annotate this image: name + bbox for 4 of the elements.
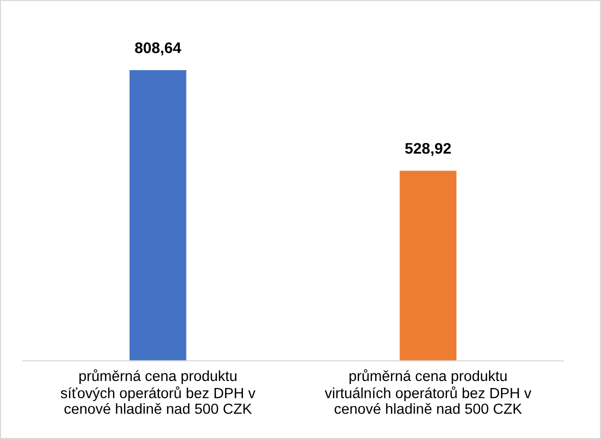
data-label: 528,92 bbox=[405, 142, 451, 156]
x-tick-label: průměrná cena produktu síťových operátorů bez DPH v cenové hladině nad 500 CZK bbox=[60, 369, 256, 414]
x-tick-label: průměrná cena produktu virtuálních operátorů bez DPH v cenové hladině nad 500 CZK bbox=[324, 369, 532, 414]
data-label: 808,64 bbox=[135, 42, 182, 56]
